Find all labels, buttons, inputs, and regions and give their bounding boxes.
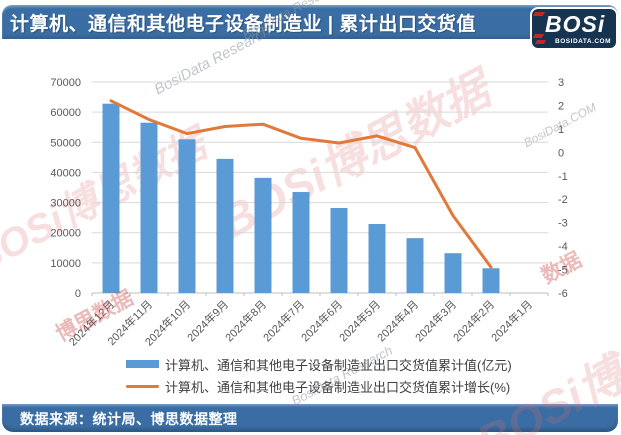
y2-axis-tick-label: 2: [558, 100, 564, 112]
legend-item-line-series: 计算机、通信和其他电子设备制造业出口交货值累计增长(%): [126, 375, 512, 397]
y-axis-tick-label: 30000: [50, 198, 81, 210]
bar-2024年11月: [140, 122, 158, 293]
bar-2024年8月: [254, 177, 272, 293]
y-axis-tick-label: 10000: [50, 258, 81, 270]
logo-wordmark: BOSi: [545, 11, 606, 37]
y-axis-tick-label: 0: [75, 288, 81, 300]
logo-stripe-icon: [534, 40, 547, 44]
bar-2024年5月: [368, 223, 386, 293]
footer-bar: 数据来源：统计局、博思数据整理: [2, 404, 618, 432]
y2-axis-tick-label: -5: [558, 265, 568, 277]
bar-2024年10月: [178, 139, 196, 293]
data-source: 数据来源：统计局、博思数据整理: [20, 411, 238, 427]
bar-2024年2月: [482, 268, 500, 293]
y-axis-tick-label: 40000: [50, 167, 81, 179]
bar-series-swatch-icon: [126, 360, 159, 368]
y-axis-tick-label: 20000: [50, 228, 81, 240]
line-series-swatch-icon: [126, 384, 159, 388]
header-bar: 计算机、通信和其他电子设备制造业 | 累计出口交货值: [2, 5, 618, 39]
y2-axis-tick-label: -4: [558, 241, 568, 253]
y-axis-tick-label: 60000: [50, 107, 81, 119]
bosi-logo: BOSi BOSIDATA.COM: [530, 7, 618, 50]
y2-axis-tick-label: -2: [558, 194, 568, 206]
y2-axis-tick-label: -6: [558, 288, 568, 300]
bar-2024年6月: [330, 207, 348, 293]
logo-domain: BOSIDATA.COM: [555, 38, 611, 45]
bar-2024年7月: [292, 192, 310, 293]
y2-axis-tick-label: 1: [558, 124, 564, 136]
bar-2024年9月: [216, 158, 234, 293]
page-title: 计算机、通信和其他电子设备制造业 | 累计出口交货值: [10, 14, 476, 35]
chart-legend: 计算机、通信和其他电子设备制造业出口交货值累计值(亿元) 计算机、通信和其他电子…: [126, 353, 512, 397]
legend-item-bar-series: 计算机、通信和其他电子设备制造业出口交货值累计值(亿元): [126, 353, 512, 375]
y-axis-tick-label: 70000: [50, 77, 81, 89]
bar-2024年4月: [406, 238, 424, 293]
line-series-label: 计算机、通信和其他电子设备制造业出口交货值累计增长(%): [165, 379, 511, 395]
growth-line: [109, 99, 493, 269]
y2-axis-tick-label: 0: [558, 147, 564, 159]
x-axis-label: 2024年1月: [488, 297, 535, 344]
logo-stripe-icon: [532, 12, 546, 16]
y-axis-tick-label: 50000: [50, 137, 81, 149]
bar-2024年12月: [102, 103, 120, 294]
bar-2024年3月: [444, 253, 462, 293]
y2-axis-tick-label: -3: [558, 218, 568, 230]
y2-axis-tick-label: -1: [558, 171, 568, 183]
bar-series-label: 计算机、通信和其他电子设备制造业出口交货值累计值(亿元): [165, 357, 512, 373]
y2-axis-tick-label: 3: [558, 77, 564, 89]
logo-stripe-icon: [532, 34, 545, 38]
